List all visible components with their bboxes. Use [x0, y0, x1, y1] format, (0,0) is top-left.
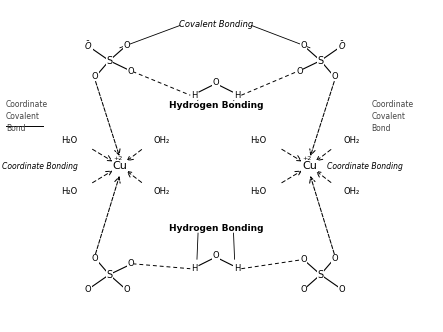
Text: Coordinate Bonding: Coordinate Bonding — [2, 161, 78, 171]
Text: O: O — [123, 285, 130, 294]
Text: Coordinate
Covalent
Bond: Coordinate Covalent Bond — [6, 100, 48, 133]
Text: O: O — [332, 72, 338, 81]
Text: Covalent Bonding: Covalent Bonding — [179, 20, 253, 29]
Text: Hydrogen Bonding: Hydrogen Bonding — [168, 224, 263, 233]
Text: O: O — [213, 78, 219, 87]
Text: Cu: Cu — [302, 161, 317, 171]
Text: H: H — [191, 264, 198, 273]
Text: O: O — [127, 259, 134, 268]
Text: S: S — [318, 270, 324, 280]
Text: OH₂: OH₂ — [154, 135, 170, 144]
Text: O: O — [300, 41, 307, 50]
Text: +2: +2 — [113, 156, 122, 161]
Text: H₂O: H₂O — [250, 135, 267, 144]
Text: H₂O: H₂O — [61, 135, 77, 144]
Text: Coordinate Bonding: Coordinate Bonding — [327, 161, 403, 171]
Text: H₂O: H₂O — [250, 188, 267, 197]
Text: O: O — [85, 285, 91, 294]
Text: O: O — [338, 285, 345, 294]
Text: $\bar{O}$: $\bar{O}$ — [84, 40, 92, 52]
Text: +2: +2 — [302, 156, 311, 161]
Text: OH₂: OH₂ — [343, 188, 359, 197]
Text: H₂O: H₂O — [61, 188, 77, 197]
Text: O: O — [300, 255, 307, 264]
Text: O: O — [123, 41, 130, 50]
Text: S: S — [106, 56, 113, 66]
Text: OH₂: OH₂ — [154, 188, 170, 197]
Text: O: O — [300, 285, 307, 294]
Text: O: O — [91, 72, 98, 81]
Text: H: H — [191, 91, 198, 100]
Text: O: O — [296, 67, 303, 76]
Text: S: S — [106, 270, 113, 280]
Text: O: O — [213, 251, 219, 260]
Text: O: O — [91, 254, 98, 263]
Text: Coordinate
Covalent
Bond: Coordinate Covalent Bond — [371, 100, 413, 133]
Text: H: H — [234, 264, 240, 273]
Text: $\bar{O}$: $\bar{O}$ — [338, 40, 346, 52]
Text: O: O — [332, 254, 338, 263]
Text: H: H — [234, 91, 240, 100]
Text: S: S — [318, 56, 324, 66]
Text: Cu: Cu — [113, 161, 128, 171]
Text: O: O — [127, 67, 134, 76]
Text: Hydrogen Bonding: Hydrogen Bonding — [168, 101, 263, 110]
Text: OH₂: OH₂ — [343, 135, 359, 144]
